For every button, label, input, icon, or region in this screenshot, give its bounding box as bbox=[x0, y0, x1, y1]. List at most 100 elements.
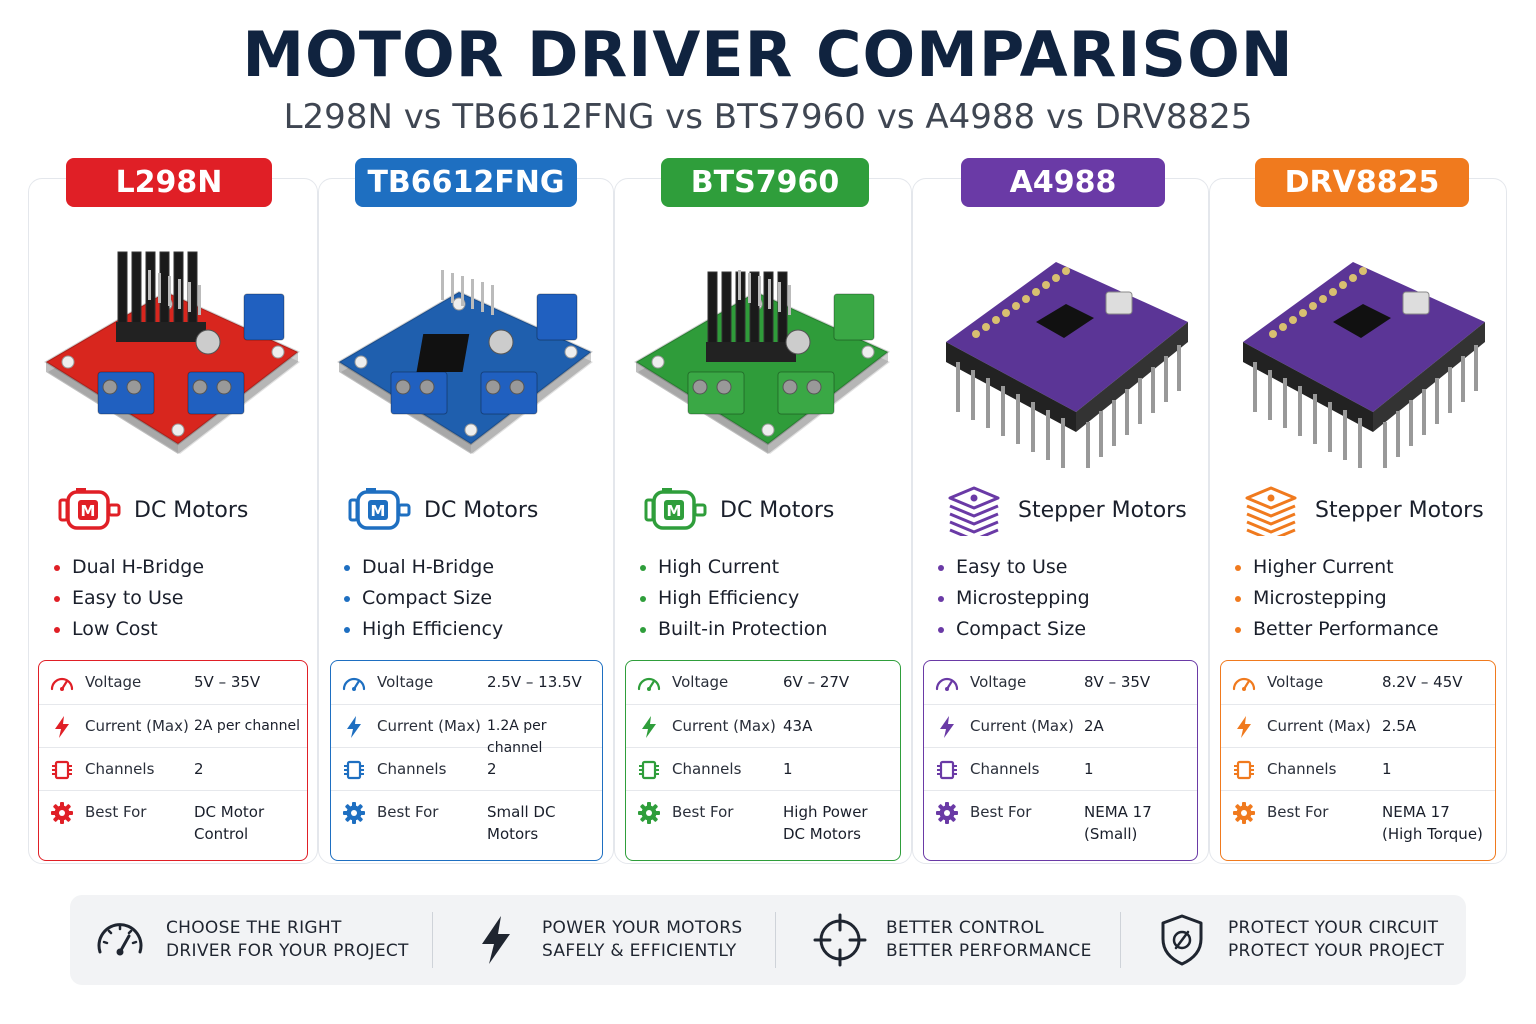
spec-label: Current (Max) bbox=[1267, 717, 1371, 735]
spec-table: Voltage 8.2V – 45V Current (Max) 2.5A Channe… bbox=[1220, 660, 1496, 861]
motor-type: Stepper Motors bbox=[942, 484, 1187, 536]
footer-line2: SAFELY & EFFICIENTLY bbox=[542, 941, 737, 961]
spec-value: 1.2A per channel bbox=[487, 715, 602, 759]
spec-label: Current (Max) bbox=[672, 717, 776, 735]
spec-row-channels: Channels 1 bbox=[1221, 748, 1495, 791]
lightning-icon bbox=[55, 716, 69, 738]
gauge-icon bbox=[342, 677, 366, 691]
feature-list: Dual H-Bridge Easy to Use Low Cost bbox=[54, 552, 204, 645]
spec-value-line: 1 bbox=[1382, 760, 1392, 778]
spec-label: Best For bbox=[85, 803, 147, 821]
spec-label: Channels bbox=[85, 760, 155, 778]
driver-name-badge: A4988 bbox=[961, 158, 1165, 207]
driver-name-badge: BTS7960 bbox=[661, 158, 869, 207]
spec-value-line: 2 bbox=[487, 760, 497, 778]
feature-item: Compact Size bbox=[938, 614, 1090, 645]
spec-value-line: 2A per channel bbox=[194, 718, 301, 734]
footer-item-protect: PROTECT YOUR CIRCUIT PROTECT YOUR PROJECT bbox=[1154, 895, 1444, 985]
svg-text:M: M bbox=[81, 502, 96, 520]
spec-value: 8.2V – 45V bbox=[1382, 671, 1463, 693]
chip-icon bbox=[937, 760, 957, 780]
gauge-icon bbox=[637, 677, 661, 691]
spec-value-line: 8V – 35V bbox=[1084, 673, 1151, 691]
spec-row-current-max: Current (Max) 2A bbox=[924, 705, 1197, 748]
spec-value-line: 5V – 35V bbox=[194, 673, 261, 691]
svg-text:M: M bbox=[667, 502, 682, 520]
lightning-icon bbox=[482, 916, 510, 964]
page-subtitle: L298N vs TB6612FNG vs BTS7960 vs A4988 v… bbox=[283, 97, 1253, 137]
footer-divider bbox=[432, 912, 433, 968]
spec-row-voltage: Voltage 8.2V – 45V bbox=[1221, 661, 1495, 705]
feature-item: Easy to Use bbox=[54, 583, 204, 614]
gear-icon bbox=[1233, 802, 1255, 824]
driver-name-badge: TB6612FNG bbox=[355, 158, 577, 207]
shield-icon bbox=[1161, 914, 1203, 966]
spec-value-line: (High Torque) bbox=[1382, 825, 1483, 843]
dc-motor-icon: M bbox=[58, 488, 121, 530]
spec-value: 2 bbox=[194, 758, 204, 780]
spec-value-line: High Power bbox=[783, 803, 868, 821]
motor-type: M DC Motors bbox=[348, 484, 538, 536]
spec-label: Channels bbox=[377, 760, 447, 778]
spec-value: 2 bbox=[487, 758, 497, 780]
feature-item: Easy to Use bbox=[938, 552, 1090, 583]
chip-icon bbox=[344, 760, 364, 780]
spec-label: Channels bbox=[672, 760, 742, 778]
driver-name-badge: DRV8825 bbox=[1255, 158, 1469, 207]
spec-value-line: 2A bbox=[1084, 717, 1104, 735]
footer-line2: DRIVER FOR YOUR PROJECT bbox=[166, 941, 409, 961]
spec-row-channels: Channels 1 bbox=[626, 748, 900, 791]
spec-value: 6V – 27V bbox=[783, 671, 849, 693]
spec-label: Current (Max) bbox=[85, 717, 189, 735]
motor-type-label: Stepper Motors bbox=[1018, 497, 1187, 523]
feature-item: Microstepping bbox=[938, 583, 1090, 614]
gear-icon bbox=[51, 802, 73, 824]
spec-value-line: 2.5A bbox=[1382, 717, 1417, 735]
lightning-icon bbox=[1237, 716, 1251, 738]
driver-board-image bbox=[634, 270, 890, 454]
spec-value-line: Control bbox=[194, 825, 249, 843]
gauge-icon bbox=[935, 677, 959, 691]
spec-value: 43A bbox=[783, 715, 812, 737]
motor-type-label: DC Motors bbox=[424, 497, 539, 523]
spec-label: Current (Max) bbox=[377, 717, 481, 735]
spec-value: 2.5V – 13.5V bbox=[487, 671, 582, 693]
dc-motor-icon: M bbox=[644, 488, 707, 530]
motor-type: M DC Motors bbox=[644, 484, 834, 536]
spec-value: 1 bbox=[1382, 758, 1392, 780]
spec-value: NEMA 17 (High Torque) bbox=[1382, 801, 1483, 845]
spec-value-line: 1 bbox=[783, 760, 793, 778]
spec-table: Voltage 5V – 35V Current (Max) 2A per chann… bbox=[38, 660, 308, 861]
feature-item: Better Performance bbox=[1235, 614, 1439, 645]
gear-icon bbox=[936, 802, 958, 824]
spec-row-best-for: Best For NEMA 17 (High Torque) bbox=[1221, 791, 1495, 861]
spec-label: Channels bbox=[1267, 760, 1337, 778]
spec-value-line: 1 bbox=[1084, 760, 1094, 778]
spec-value: 1 bbox=[1084, 758, 1094, 780]
spec-row-current-max: Current (Max) 2.5A bbox=[1221, 705, 1495, 748]
spec-row-voltage: Voltage 5V – 35V bbox=[39, 661, 307, 705]
motor-type-label: DC Motors bbox=[134, 497, 249, 523]
spec-value-line: 43A bbox=[783, 717, 813, 735]
spec-value: NEMA 17 (Small) bbox=[1084, 801, 1152, 845]
driver-board-image bbox=[1243, 262, 1485, 468]
lightning-icon bbox=[347, 716, 361, 738]
footer-item-control: BETTER CONTROL BETTER PERFORMANCE bbox=[812, 895, 1092, 985]
spec-value-line: 2 bbox=[194, 760, 204, 778]
feature-item: Compact Size bbox=[344, 583, 503, 614]
dc-motor-icon: M bbox=[348, 488, 411, 530]
spec-label: Voltage bbox=[970, 673, 1027, 691]
spec-table: Voltage 2.5V – 13.5V Current (Max) 1.2A per… bbox=[330, 660, 603, 861]
spec-value: 2A per channel bbox=[194, 715, 300, 737]
spec-value-line: Small DC bbox=[487, 803, 556, 821]
footer-line1: POWER YOUR MOTORS bbox=[542, 918, 743, 938]
spec-label: Best For bbox=[377, 803, 439, 821]
spec-row-best-for: Best For DC Motor Control bbox=[39, 791, 307, 861]
speedometer-icon bbox=[97, 923, 143, 956]
feature-item: Dual H-Bridge bbox=[54, 552, 204, 583]
spec-value-line: NEMA 17 bbox=[1382, 803, 1450, 821]
motor-type-label: Stepper Motors bbox=[1315, 497, 1484, 523]
lightning-icon bbox=[940, 716, 954, 738]
footer-item-power: POWER YOUR MOTORS SAFELY & EFFICIENTLY bbox=[468, 895, 742, 985]
footer-line1: BETTER CONTROL bbox=[886, 918, 1045, 938]
